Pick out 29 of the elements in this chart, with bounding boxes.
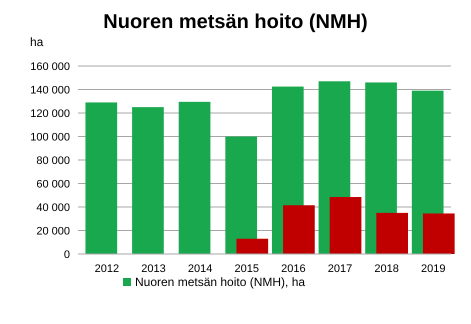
y-axis-title: ha [30,35,44,49]
y-tick-label: 140 000 [30,84,70,96]
bar [178,102,210,254]
bar [236,238,268,254]
x-tick-label: 2018 [374,263,399,275]
x-tick-label: 2012 [94,263,120,275]
bar [422,213,455,254]
y-tick-label: 160 000 [30,60,70,73]
legend-label: Nuoren metsän hoito (NMH), ha [135,275,306,289]
bar [132,107,164,254]
x-tick-label: 2019 [420,263,446,275]
bar [85,102,118,254]
chart-title: Nuoren metsän hoito (NMH) [103,11,368,33]
x-tick-label: 2015 [234,263,259,275]
bar [225,136,258,254]
bar [376,212,408,254]
y-tick-label: 80 000 [36,154,70,167]
y-tick-label: 60 000 [36,178,70,190]
y-tick-label: 120 000 [30,108,70,120]
x-tick-label: 2013 [141,263,166,275]
bar [330,197,362,254]
x-tick-label: 2017 [328,263,352,275]
y-tick-label: 40 000 [36,202,70,214]
x-tick-label: 2016 [281,263,306,275]
y-tick-label: 0 [64,248,70,261]
x-tick-label: 2014 [188,263,212,275]
y-tick-label: 100 000 [30,131,70,144]
bar [283,205,315,254]
y-tick-label: 20 000 [36,225,70,238]
